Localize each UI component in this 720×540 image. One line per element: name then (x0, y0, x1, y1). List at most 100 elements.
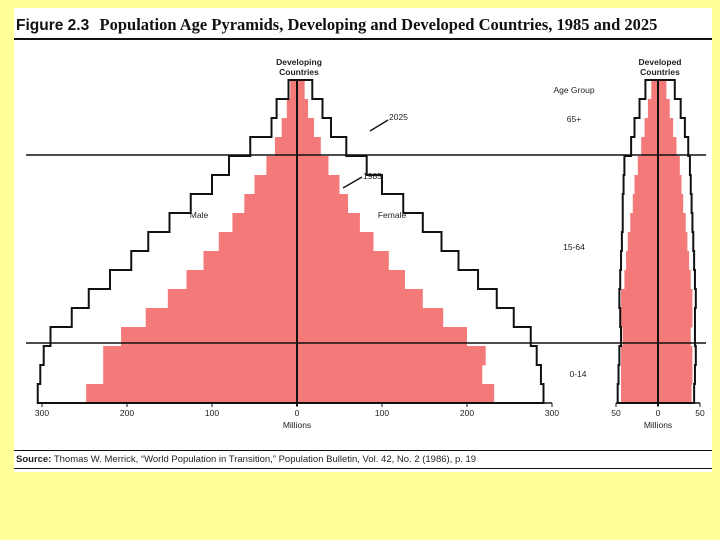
developing-1985-female-bar-65-69 (297, 137, 321, 157)
developed-1985-male-bar-55-59 (634, 175, 658, 195)
developing-1985-female-bar-80+ (297, 80, 305, 100)
source-text: Thomas W. Merrick, “World Population in … (53, 454, 477, 465)
developing-1985-female-bar-30-34 (297, 270, 405, 290)
developing-1985-male-bar-55-59 (254, 175, 297, 195)
developing-1985-female-bar-60-64 (297, 156, 329, 176)
developed-1985-female-bar-50-54 (658, 194, 684, 214)
developed-x-tick-label-2: 50 (695, 408, 705, 418)
source-rule (14, 450, 712, 451)
developing-x-tick-label-3: 0 (295, 408, 300, 418)
developing-x-tick-label-2: 100 (205, 408, 219, 418)
developing-2025-male-outline (36, 79, 297, 404)
title-rule (14, 38, 712, 40)
developing-x-axis-label: Millions (283, 420, 311, 430)
developing-title-line-1: Developing (276, 57, 322, 67)
developing-1985-female-bar-55-59 (297, 175, 340, 195)
pyramid-charts: 300 200 100 0 100 200 300MillionsDevelopingCou… (26, 57, 706, 430)
age-group-15-64: 15-64 (563, 242, 585, 252)
developed-1985-female-bar-60-64 (658, 156, 680, 176)
developed-1985-female-bar-30-34 (658, 270, 691, 290)
developed-1985-male-bar-15-19 (622, 327, 658, 347)
developed-2025-female-outline (658, 79, 697, 404)
developed-1985-female-bar-5-9 (658, 365, 693, 385)
developing-1985-male-bar-70-74 (281, 118, 297, 138)
developed-1985-male-bar-40-44 (627, 232, 658, 252)
developed-1985-male-bar-75-79 (647, 99, 658, 119)
developed-1985-female-bar-15-19 (658, 327, 691, 347)
developing-1985-female-bar-35-39 (297, 251, 389, 271)
developing-1985-female-bar-5-9 (297, 365, 483, 385)
developed-1985-male-bar-10-14 (621, 346, 658, 366)
developed-1985-female-bar-20-24 (658, 308, 693, 328)
developing-1985-male-bar-60-64 (266, 156, 297, 176)
developing-x-tick-label-6: 300 (545, 408, 559, 418)
developing-1985-male-bar-50-54 (244, 194, 297, 214)
developed-1985-female-bar-10-14 (658, 346, 693, 366)
developed-1985-male-bar-5-9 (621, 365, 658, 385)
developing-1985-male-bar-5-9 (103, 365, 297, 385)
developing-1985-male-bar-15-19 (121, 327, 297, 347)
age-group-header: Age Group (553, 85, 594, 95)
developing-1985-male-bar-45-49 (232, 213, 297, 233)
developing-1985-male-bar-75-79 (286, 99, 297, 119)
developing-1985-female-bar-45-49 (297, 213, 360, 233)
developed-1985-female-bar-45-49 (658, 213, 686, 233)
developing-2025-female-outline (297, 79, 545, 404)
developed-1985-female-bar-0-4 (658, 384, 692, 404)
developed-1985-female-bar-65-69 (658, 137, 677, 157)
developing-1985-male-bar-25-29 (167, 289, 297, 309)
developing-x-tick-label-0: 300 (35, 408, 49, 418)
developed-2025-male-outline (616, 79, 658, 404)
developed-1985-male-bar-60-64 (637, 156, 658, 176)
developed-x-axis-label: Millions (644, 420, 672, 430)
developing-1985-female-bar-40-44 (297, 232, 374, 252)
developed-1985-male-bar-30-34 (624, 270, 658, 290)
female-side-label: Female (378, 210, 407, 220)
developed-x-tick-label-1: 0 (656, 408, 661, 418)
developing-1985-female-bar-75-79 (297, 99, 309, 119)
developing-1985-male-bar-20-24 (145, 308, 297, 328)
developed-1985-male-bar-50-54 (632, 194, 658, 214)
developing-1985-male-bar-10-14 (103, 346, 297, 366)
developing-1985-female-bar-15-19 (297, 327, 467, 347)
developed-1985-female-bar-35-39 (658, 251, 690, 271)
developing-1985-male-bar-80+ (290, 80, 297, 100)
developing-1985-male-bar-0-4 (86, 384, 297, 404)
developing-1985-male-bar-35-39 (203, 251, 297, 271)
figure-title-text: Population Age Pyramids, Developing and … (99, 15, 658, 34)
developed-1985-male-bar-0-4 (621, 384, 658, 404)
developed-1985-female-bar-80+ (658, 80, 667, 100)
developed-x-tick-label-0: 50 (611, 408, 621, 418)
developing-1985-male-bar-40-44 (218, 232, 297, 252)
developing-1985-female-bar-25-29 (297, 289, 423, 309)
age-group-65-plus: 65+ (567, 114, 581, 124)
developing-x-tick-label-1: 200 (120, 408, 134, 418)
developed-title-line-2: Countries (640, 67, 680, 77)
series-2025-leader-line (369, 119, 389, 132)
developed-1985-male-bar-80+ (651, 80, 658, 100)
developed-1985-male-bar-70-74 (644, 118, 658, 138)
figure-panel: Figure 2.3 Population Age Pyramids, Deve… (14, 8, 712, 472)
age-group-0-14: 0-14 (569, 369, 586, 379)
developed-1985-male-bar-65-69 (641, 137, 658, 157)
bottom-rule (14, 468, 712, 469)
figure-label: Figure 2.3 (16, 17, 90, 34)
source-citation: Source: Thomas W. Merrick, “World Popula… (16, 454, 706, 465)
developed-1985-male-bar-35-39 (626, 251, 658, 271)
series-label-2025: 2025 (389, 112, 408, 122)
figure-title: Figure 2.3 Population Age Pyramids, Deve… (16, 15, 706, 37)
developed-title-line-1: Developed (639, 57, 682, 67)
developed-1985-female-bar-75-79 (658, 99, 670, 119)
series-1985-leader-line (342, 176, 363, 189)
developed-1985-female-bar-70-74 (658, 118, 674, 138)
developing-1985-male-bar-30-34 (186, 270, 297, 290)
developed-1985-female-bar-25-29 (658, 289, 693, 309)
developed-1985-male-bar-45-49 (630, 213, 658, 233)
developing-1985-male-bar-65-69 (274, 137, 297, 157)
developing-1985-female-bar-0-4 (297, 384, 495, 404)
developed-1985-female-bar-55-59 (658, 175, 682, 195)
developing-1985-female-bar-50-54 (297, 194, 348, 214)
developed-1985-female-bar-40-44 (658, 232, 688, 252)
developing-1985-female-bar-20-24 (297, 308, 444, 328)
developing-title-line-2: Countries (279, 67, 319, 77)
